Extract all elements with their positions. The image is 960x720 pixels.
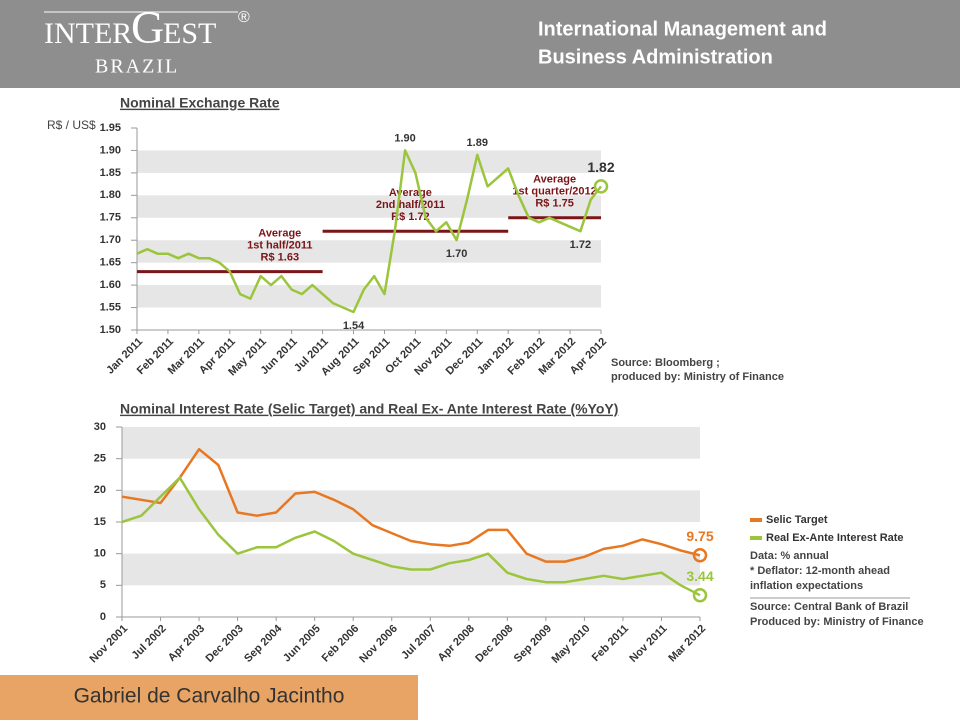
value-label: 9.75 [686, 528, 713, 544]
logo-sub: BRAZIL [95, 56, 179, 78]
grid-band [137, 195, 601, 218]
x-tick-label: Sep 2009 [512, 623, 554, 665]
chart-title: Nominal Exchange Rate [120, 95, 280, 111]
value-label: 1.72 [570, 239, 591, 251]
x-tick-label: Jul 2002 [130, 623, 169, 662]
note: * Deflator: 12-month ahead [750, 565, 890, 577]
average-label: R$ 1.75 [535, 198, 574, 210]
value-label: 1.89 [467, 137, 488, 149]
y-tick-label: 1.95 [100, 122, 121, 134]
y-tick-label: 1.80 [100, 189, 121, 201]
logo-text: INTER [44, 17, 132, 50]
average-label: R$ 1.72 [391, 211, 430, 223]
point-marker [692, 587, 708, 603]
value-label: 3.44 [686, 568, 713, 584]
y-tick-label: 1.70 [100, 234, 121, 246]
y-tick-label: 1.60 [100, 279, 121, 291]
grid-band [137, 150, 601, 173]
y-tick-label: 25 [94, 453, 106, 465]
average-label: 2nd half/2011 [376, 199, 445, 211]
grid-band [122, 427, 700, 459]
y-tick-label: 1.55 [100, 301, 121, 313]
x-tick-label: Dec 2008 [473, 623, 515, 665]
y-tick-label: 30 [94, 421, 106, 433]
note: Source: Bloomberg ; [611, 357, 720, 369]
grid-band [137, 285, 601, 308]
note: produced by: Ministry of Finance [611, 371, 784, 383]
x-tick-label: May 2010 [549, 623, 592, 666]
note: Source: Central Bank of Brazil [750, 601, 908, 613]
header-band [0, 0, 960, 88]
series-line [136, 149, 602, 314]
average-label: Average [258, 228, 301, 240]
value-label: 1.54 [343, 320, 365, 332]
average-label: 1st quarter/2012 [512, 186, 596, 198]
legend-label: Selic Target [766, 514, 828, 526]
average-label: Average [389, 187, 432, 199]
x-tick-label: Dec 2003 [204, 623, 246, 665]
x-tick-label: Nov 2006 [357, 623, 400, 666]
y-tick-label: 1.50 [100, 324, 121, 336]
grid-band [122, 490, 700, 522]
x-tick-label: Apr 2003 [166, 623, 207, 664]
x-tick-label: Mar 2012 [666, 623, 708, 665]
x-tick-label: Sep 2004 [242, 622, 285, 665]
x-tick-label: Apr 2008 [436, 623, 477, 664]
average-label: 1st half/2011 [247, 240, 312, 252]
average-label: Average [533, 174, 576, 186]
footer-author: Gabriel de Carvalho Jacintho [74, 685, 345, 708]
x-tick-label: Jul 2007 [399, 623, 438, 662]
y-tick-label: 1.85 [100, 167, 121, 179]
chart-title: Nominal Interest Rate (Selic Target) and… [120, 401, 618, 417]
x-tick-label: Feb 2011 [590, 623, 631, 664]
note: Produced by: Ministry of Finance [750, 616, 924, 628]
footer-band [0, 675, 418, 720]
header-title: Business Administration [538, 46, 773, 68]
header-title: International Management and [538, 18, 827, 40]
y-tick-label: 10 [94, 548, 106, 560]
average-label: R$ 1.63 [261, 252, 300, 264]
y-tick-label: 1.90 [100, 144, 121, 156]
y-tick-label: 15 [94, 516, 106, 528]
value-label: 1.82 [587, 159, 614, 175]
x-tick-label: Nov 2001 [88, 623, 131, 666]
y-tick-label: 1.65 [100, 257, 121, 269]
x-tick-label: Nov 2011 [627, 623, 669, 665]
y-axis-title: R$ / US$ [47, 118, 96, 132]
y-tick-label: 1.75 [100, 212, 121, 224]
series-line [121, 447, 701, 563]
note: inflation expectations [750, 580, 863, 592]
legend-label: Real Ex-Ante Interest Rate [766, 532, 904, 544]
y-tick-label: 20 [94, 484, 106, 496]
x-tick-label: Jun 2005 [281, 623, 323, 665]
logo-mark: ® [238, 9, 250, 26]
logo-text: G [131, 2, 164, 53]
value-label: 1.70 [446, 248, 467, 260]
point-marker [593, 179, 609, 194]
value-label: 1.90 [394, 132, 415, 144]
point-marker [692, 548, 708, 563]
grid-band [137, 240, 601, 263]
y-tick-label: 5 [100, 579, 106, 591]
series-line [121, 476, 701, 597]
y-tick-label: 0 [100, 611, 106, 623]
x-tick-label: Feb 2006 [320, 623, 362, 665]
logo-text: EST [163, 17, 216, 50]
note: Data: % annual [750, 550, 829, 562]
